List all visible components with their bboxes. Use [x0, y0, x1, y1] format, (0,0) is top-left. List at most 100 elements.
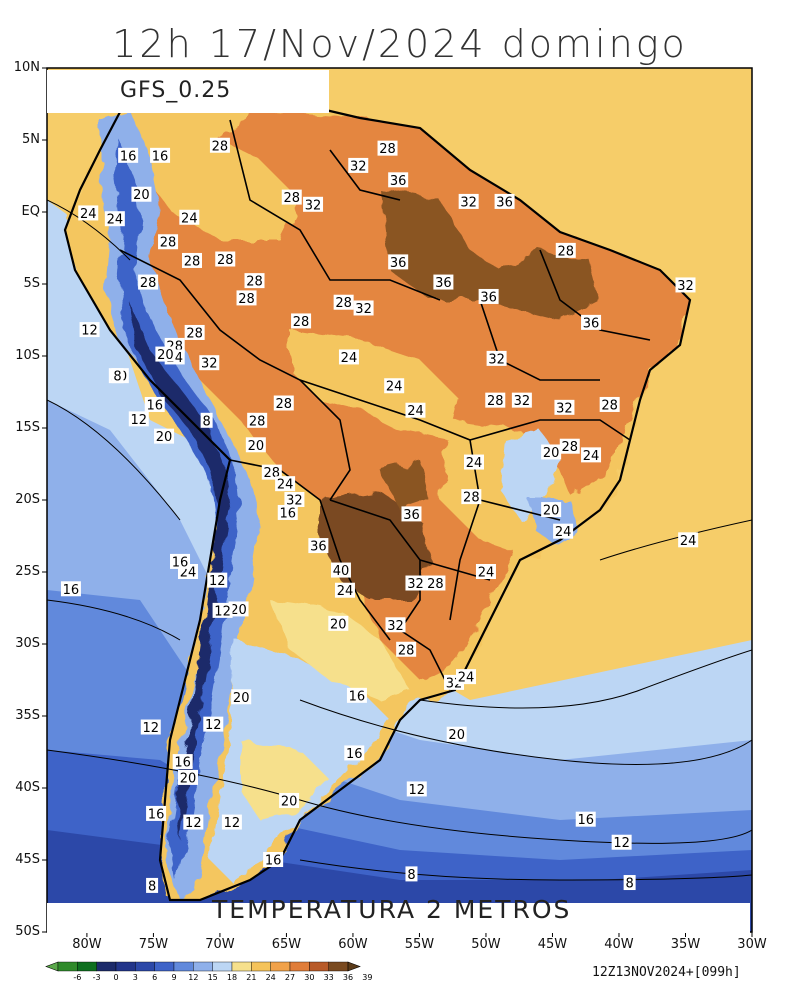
- contour-label: 32: [675, 277, 696, 294]
- contour-label: 8: [111, 368, 124, 385]
- variable-label: TEMPERATURA 2 METROS: [212, 895, 572, 924]
- run-label: 12Z13NOV2024+[099h]: [592, 965, 741, 980]
- contour-label: 12: [212, 602, 233, 619]
- contour-value: 28: [212, 139, 229, 154]
- colorbar: -6 -3 0 3 6 9 12 15 18 21 24 27 30 33 36 39: [45, 961, 372, 982]
- contour-label: 28: [236, 290, 257, 307]
- contour-label: 28: [209, 137, 230, 154]
- colorbar-segment: [328, 961, 349, 972]
- contour-value: 32: [407, 577, 424, 592]
- contour-label: 24: [334, 582, 355, 599]
- contour-value: 28: [561, 440, 578, 455]
- lat-label: 20S: [15, 492, 40, 507]
- lon-label: 40W: [604, 937, 634, 952]
- contour-value: 28: [217, 253, 234, 268]
- contour-label: 28: [244, 273, 265, 290]
- map-title: 12h 17/Nov/2024 domingo: [112, 22, 688, 66]
- colorbar-segment: [115, 961, 136, 972]
- contour-value: 16: [265, 854, 282, 869]
- contour-label: 20: [279, 792, 300, 809]
- contour-label: 20: [228, 601, 249, 618]
- contour-label: 24: [463, 454, 484, 471]
- contour-label: 28: [461, 489, 482, 506]
- colorbar-label: 9: [171, 973, 176, 982]
- contour-label: 12: [128, 411, 149, 428]
- contour-value: 20: [330, 617, 347, 632]
- contour-value: 32: [488, 352, 505, 367]
- contour-label: 24: [179, 209, 200, 226]
- colorbar-label: 27: [285, 973, 295, 982]
- contour-label: 28: [273, 395, 294, 412]
- contour-value: 32: [201, 357, 218, 372]
- contour-value: 28: [293, 315, 310, 330]
- contour-value: 12: [81, 324, 98, 339]
- contour-label: 28: [396, 641, 417, 658]
- contour-label: 36: [388, 254, 409, 271]
- contour-label: 20: [231, 689, 252, 706]
- contour-value: 24: [478, 566, 495, 581]
- lat-label: 5N: [22, 132, 40, 147]
- contour-value: 12: [185, 816, 202, 831]
- model-box: [47, 70, 329, 113]
- contour-label: 36: [401, 506, 422, 523]
- contour-label: 24: [78, 205, 99, 222]
- contour-label: 12: [79, 322, 100, 339]
- colorbar-label: 24: [266, 973, 276, 982]
- colorbar-segment: [270, 961, 291, 972]
- contour-label: 28: [599, 396, 620, 413]
- colorbar-label: 0: [113, 973, 118, 982]
- contour-label: 28: [291, 313, 312, 330]
- contour-value: 8: [407, 868, 415, 883]
- contour-label: 12: [140, 719, 161, 736]
- contour-label: 16: [172, 754, 193, 771]
- contour-value: 28: [246, 275, 263, 290]
- lat-label: 35S: [15, 708, 40, 723]
- contour-label: 12: [406, 781, 427, 798]
- contour-value: 32: [460, 195, 477, 210]
- lon-label: 55W: [404, 937, 435, 952]
- contour-value: 24: [407, 404, 424, 419]
- contour-label: 24: [338, 349, 359, 366]
- contour-value: 20: [156, 430, 173, 445]
- contour-label: 28: [247, 412, 268, 429]
- contour-label: 20: [541, 502, 562, 519]
- contour-value: 36: [480, 290, 497, 305]
- lon-label: 35W: [670, 937, 701, 952]
- contour-value: 16: [346, 747, 363, 762]
- contour-value: 16: [152, 149, 169, 164]
- colorbar-min-arrow: [45, 961, 59, 972]
- contour-value: 28: [487, 394, 504, 409]
- colorbar-segment: [251, 961, 271, 972]
- contour-label: 32: [554, 399, 575, 416]
- contour-label: 16: [263, 852, 284, 869]
- contour-value: 8: [148, 879, 156, 894]
- contour-label: 12: [203, 716, 224, 733]
- andes-cold: [115, 140, 240, 880]
- lat-label: 5S: [23, 276, 40, 291]
- contour-value: 24: [466, 456, 483, 471]
- contour-value: 28: [398, 643, 415, 658]
- contour-value: 24: [680, 534, 697, 549]
- contour-label: 24: [475, 564, 496, 581]
- contour-label: 20: [178, 769, 198, 786]
- contour-label: 20: [131, 186, 152, 203]
- contour-label: 16: [118, 147, 139, 164]
- contour-value: 24: [341, 351, 358, 366]
- contour-value: 12: [613, 836, 630, 851]
- contour-value: 36: [390, 256, 407, 271]
- contour-label: 20: [328, 615, 349, 632]
- colorbar-segment: [154, 961, 175, 972]
- contour-label: 16: [60, 581, 81, 598]
- contour-value: 16: [63, 583, 80, 598]
- lon-label: 50W: [471, 937, 501, 952]
- contour-label: 16: [170, 553, 191, 570]
- contour-label: 32: [385, 617, 406, 634]
- contour-label: 24: [581, 447, 602, 464]
- contour-value: 28: [186, 326, 203, 341]
- lat-label: 50S: [15, 924, 40, 939]
- lat-label: 45S: [15, 852, 40, 867]
- lon-label: 75W: [138, 937, 169, 952]
- colorbar-label: 30: [304, 973, 314, 982]
- land-core-c: [380, 460, 430, 510]
